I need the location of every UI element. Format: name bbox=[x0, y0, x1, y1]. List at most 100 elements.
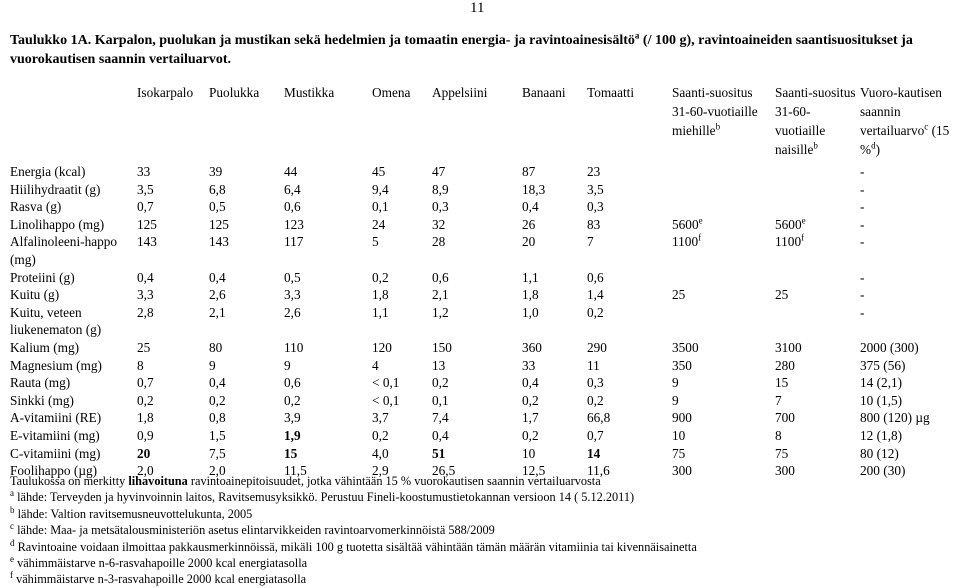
page-number: 11 bbox=[470, 0, 485, 16]
cell: - bbox=[860, 287, 865, 303]
footnote: b lähde: Valtion ravitsemusneuvottelukun… bbox=[10, 504, 955, 522]
cell: 12 (1,8) bbox=[860, 427, 903, 443]
data-row: Rasva (g) 0,7 0,5 0,6 0,1 0,3 0,4 0,3 - bbox=[8, 198, 955, 216]
data-row: Linolihappo (mg) 125 125 123 24 32 26 83 5600e 56… bbox=[8, 216, 955, 234]
cell: 290 bbox=[587, 339, 607, 355]
column-header: Tomaatti bbox=[587, 85, 635, 100]
cell: 0,3 bbox=[432, 199, 449, 215]
cell: 1,1 bbox=[522, 269, 539, 285]
cell: 8 bbox=[137, 357, 144, 373]
text: Vuoro-kautisen saannin vertailuarvo bbox=[860, 85, 942, 138]
cell: 7,5 bbox=[209, 445, 226, 461]
cell: 9 bbox=[209, 357, 216, 373]
cell: 350 bbox=[672, 357, 692, 373]
text: Saanti-suositus 31-60-vuotiaille miehill… bbox=[672, 85, 758, 138]
cell: 33 bbox=[522, 357, 536, 373]
cell: 200 (30) bbox=[860, 463, 906, 479]
cell: 300 bbox=[672, 463, 692, 479]
column-header: Banaani bbox=[522, 85, 566, 100]
row-label: Sinkki (mg) bbox=[10, 392, 74, 408]
cell: 0,4 bbox=[209, 269, 226, 285]
cell: 4 bbox=[372, 357, 379, 373]
data-row: Proteiini (g) 0,4 0,4 0,5 0,2 0,6 1,1 0,6 - bbox=[8, 269, 955, 287]
cell: 66,8 bbox=[587, 410, 611, 426]
bold-text: lihavoituna bbox=[128, 474, 188, 488]
data-row: Magnesium (mg) 8 9 9 4 13 33 11 350 280 375 (56) bbox=[8, 357, 955, 375]
cell: 25 bbox=[137, 339, 151, 355]
text: 5600 bbox=[672, 216, 699, 232]
row-label: Foolihappo (µg) bbox=[10, 463, 98, 479]
cell: 11,5 bbox=[284, 463, 307, 479]
table-caption: Taulukko 1A. Karpalon, puolukan ja musti… bbox=[10, 31, 950, 69]
cell: 11,6 bbox=[587, 463, 610, 479]
cell: 1,8 bbox=[137, 410, 154, 426]
cell bbox=[670, 269, 773, 287]
cell: 2,8 bbox=[137, 304, 154, 320]
row-label: A-vitamiini (RE) bbox=[10, 410, 102, 426]
cell: 14 (2,1) bbox=[860, 375, 903, 391]
bold-text: 51 bbox=[432, 445, 446, 461]
cell: 3,3 bbox=[137, 287, 154, 303]
cell: 25 bbox=[672, 287, 686, 303]
cell: 5 bbox=[372, 234, 379, 250]
cell: 80 bbox=[209, 339, 223, 355]
cell: 0,4 bbox=[522, 199, 539, 215]
column-header: Omena bbox=[372, 85, 411, 100]
cell: 3500 bbox=[672, 339, 699, 355]
text: (/ 100 g), ravintoaineiden saantisuositu… bbox=[10, 33, 913, 67]
cell: 0,6 bbox=[587, 269, 604, 285]
cell: 117 bbox=[284, 234, 304, 250]
data-row: Kuitu, veteen liukenematon (g) 2,8 2,1 2,6 1… bbox=[8, 304, 955, 339]
cell: 150 bbox=[432, 339, 452, 355]
footnotes: Taulukossa on merkitty lihavoituna ravin… bbox=[10, 473, 955, 588]
row-label: Kuitu, veteen liukenematon (g) bbox=[10, 304, 102, 338]
footnote: Taulukossa on merkitty lihavoituna ravin… bbox=[10, 473, 955, 489]
text: ) bbox=[875, 142, 881, 157]
cell: 0,5 bbox=[284, 269, 301, 285]
cell: 143 bbox=[209, 234, 229, 250]
cell: 33 bbox=[137, 164, 151, 179]
column-header: Vuoro-kautisen saannin vertailuarvoc (15… bbox=[858, 83, 955, 163]
cell: 0,6 bbox=[284, 199, 301, 215]
superscript: e bbox=[698, 215, 703, 226]
cell: 0,8 bbox=[209, 410, 226, 426]
cell: - bbox=[860, 216, 865, 232]
cell: 10 bbox=[672, 427, 686, 443]
cell: 12,5 bbox=[522, 463, 546, 479]
column-header: Isokarpalo bbox=[137, 85, 194, 100]
superscript: b bbox=[10, 504, 15, 515]
bold-text: 14 bbox=[587, 445, 601, 461]
cell: 1,8 bbox=[372, 287, 389, 303]
cell: 0,7 bbox=[137, 199, 154, 215]
bold-text: 15 bbox=[284, 445, 298, 461]
cell: 87 bbox=[522, 164, 536, 179]
superscript: b bbox=[813, 140, 818, 151]
cell: 15 bbox=[775, 375, 789, 391]
cell: 10 (1,5) bbox=[860, 392, 903, 408]
cell: 1100f bbox=[773, 233, 858, 268]
cell: 2,1 bbox=[209, 304, 226, 320]
cell: 8,9 bbox=[432, 181, 449, 197]
row-label: Alfalinoleeni-happo (mg) bbox=[10, 234, 118, 267]
data-row: Sinkki (mg) 0,2 0,2 0,2 < 0,1 0,1 0,2 0,2 9 7 10 (… bbox=[8, 392, 955, 410]
cell: 3,5 bbox=[587, 181, 604, 197]
column-header: Appelsiini bbox=[432, 85, 488, 100]
text: Taulukko 1A. Karpalon, puolukan ja musti… bbox=[10, 33, 635, 48]
superscript: b bbox=[715, 121, 721, 132]
column-header: Puolukka bbox=[209, 85, 260, 100]
cell: 360 bbox=[522, 339, 542, 355]
cell: 0,1 bbox=[432, 392, 449, 408]
cell: 0,2 bbox=[209, 392, 226, 408]
data-row: Kalium (mg) 25 80 110 120 150 360 290 3500 3100 20… bbox=[8, 339, 955, 357]
cell: 20 bbox=[522, 234, 536, 250]
column-header: Saanti-suositus 31-60-vuotiaille miehill… bbox=[670, 83, 773, 163]
cell: 3100 bbox=[775, 339, 802, 355]
cell: 1,0 bbox=[522, 304, 539, 320]
cell: 11 bbox=[587, 357, 600, 373]
superscript: f bbox=[10, 570, 13, 581]
cell: 44 bbox=[284, 164, 298, 179]
cell: 9,4 bbox=[372, 181, 389, 197]
text: vähimmäistarve n-3-rasvahapoille 2000 kc… bbox=[13, 572, 307, 587]
cell: 23 bbox=[587, 164, 601, 179]
cell: 120 bbox=[372, 339, 392, 355]
